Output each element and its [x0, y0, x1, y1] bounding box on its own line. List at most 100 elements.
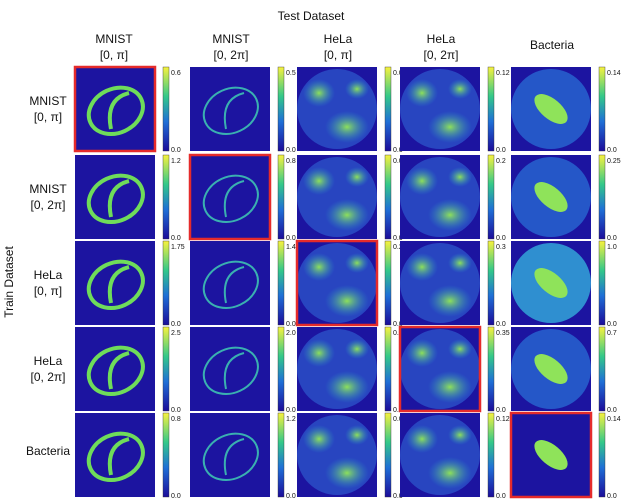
colorbar	[277, 66, 285, 152]
colorbar	[598, 240, 606, 326]
image: 0.08 0.0	[297, 66, 407, 154]
colorbar-max: 0.08	[393, 158, 407, 165]
image-background	[190, 67, 270, 151]
row-range: [0, 2π]	[31, 370, 66, 384]
highlight-frame	[73, 65, 157, 153]
colorbar-min: 0.0	[607, 493, 617, 500]
colorbar	[598, 66, 606, 152]
image: 0.250.0	[297, 326, 407, 414]
colorbar	[384, 154, 392, 240]
colorbar-max: 0.12	[496, 416, 510, 423]
colorbar	[277, 154, 285, 240]
row-name: MNIST	[29, 182, 67, 196]
cell-blob	[303, 79, 335, 107]
image: 0.14 0.0	[509, 411, 621, 500]
colorbar-min: 0.0	[496, 321, 506, 328]
image: 0.6 0.0	[73, 65, 181, 154]
colorbar-min: 0.0	[171, 493, 181, 500]
digit-stroke	[202, 86, 259, 135]
cell-blob	[345, 167, 369, 187]
colorbar-min: 0.0	[393, 147, 403, 154]
row-name: Bacteria	[26, 444, 70, 458]
image: 0.250.0	[295, 239, 407, 328]
colorbar	[598, 326, 606, 412]
colorbar-min: 0.0	[496, 407, 506, 414]
colorbar-min: 0.0	[171, 407, 181, 414]
image: 1.75 0.0	[75, 240, 185, 328]
digit-stroke	[107, 265, 130, 304]
colorbar	[598, 412, 606, 498]
colorbar-max: 0.8	[286, 158, 296, 165]
colorbar-min: 0.0	[286, 493, 296, 500]
row-name: MNIST	[29, 94, 67, 108]
column-name: HeLa	[427, 32, 456, 46]
cell-blob	[448, 339, 472, 359]
colorbar-min: 0.0	[607, 407, 617, 414]
colorbar-max: 0.7	[607, 330, 617, 337]
colorbar-min: 0.0	[496, 493, 506, 500]
image: 0.25 0.0	[511, 154, 621, 242]
digit-stroke	[202, 432, 259, 481]
image: 1.0 0.0	[511, 240, 617, 328]
digit-stroke	[86, 173, 145, 224]
colorbar-max: 0.14	[607, 416, 621, 423]
image-background	[190, 155, 270, 239]
highlight-frame	[295, 239, 379, 327]
bacterium	[534, 354, 568, 384]
colorbar-max: 0.25	[607, 158, 621, 165]
colorbar	[162, 326, 170, 412]
colorbar-max: 0.25	[393, 244, 407, 251]
colorbar-max: 0.12	[496, 70, 510, 77]
cell-blob	[448, 167, 472, 187]
colorbar-min: 0.0	[607, 235, 617, 242]
cell-blob	[303, 253, 335, 281]
colorbar-max: 0.5	[286, 70, 296, 77]
cell-blob	[303, 425, 335, 453]
row-name: HeLa	[34, 268, 63, 282]
colorbar-max: 0.3	[496, 244, 506, 251]
colorbar	[487, 412, 495, 498]
image: 0.12 0.0	[400, 412, 510, 500]
digit-stroke	[107, 91, 130, 130]
colorbar-min: 0.0	[286, 321, 296, 328]
colorbar-min: 0.0	[171, 147, 181, 154]
cell-blob	[428, 199, 472, 231]
digit-stroke	[86, 85, 145, 136]
highlight-frame	[398, 325, 482, 413]
colorbar-max: 1.2	[286, 416, 296, 423]
cell-blob	[325, 371, 369, 403]
colorbar-max: 1.0	[607, 244, 617, 251]
cell-blob	[428, 285, 472, 317]
row-range: [0, π]	[34, 284, 62, 298]
image: 0.2 0.0	[400, 154, 506, 242]
image-grid: 0.60.00.50.00.080.00.120.00.140.01.20.00…	[73, 65, 621, 500]
bacterium	[534, 440, 568, 470]
digit-stroke	[107, 437, 130, 476]
colorbar-min: 0.0	[286, 235, 296, 242]
digit-stroke	[86, 431, 145, 482]
row-name: HeLa	[34, 354, 63, 368]
image-background	[190, 241, 270, 325]
column-name: Bacteria	[530, 38, 574, 52]
colorbar-min: 0.0	[286, 147, 296, 154]
highlight-frame	[188, 153, 272, 241]
cell-blob	[325, 199, 369, 231]
digit-stroke	[86, 259, 145, 310]
cell-blob	[448, 425, 472, 445]
image: 0.08 0.0	[297, 154, 407, 242]
image: 0.3 0.0	[400, 240, 506, 328]
colorbar-min: 0.0	[286, 407, 296, 414]
colorbar-max: 0.8	[171, 416, 181, 423]
cell-blob	[406, 425, 438, 453]
colorbar	[487, 66, 495, 152]
digit-stroke	[223, 180, 245, 218]
colorbar-min: 0.0	[171, 321, 181, 328]
colorbar-min: 0.0	[393, 407, 403, 414]
column-name: HeLa	[324, 32, 353, 46]
colorbar-min: 0.0	[171, 235, 181, 242]
digit-stroke	[223, 92, 245, 130]
cell-blob	[406, 167, 438, 195]
colorbar	[487, 240, 495, 326]
colorbar-max: 0.14	[607, 70, 621, 77]
image-background	[190, 413, 270, 497]
